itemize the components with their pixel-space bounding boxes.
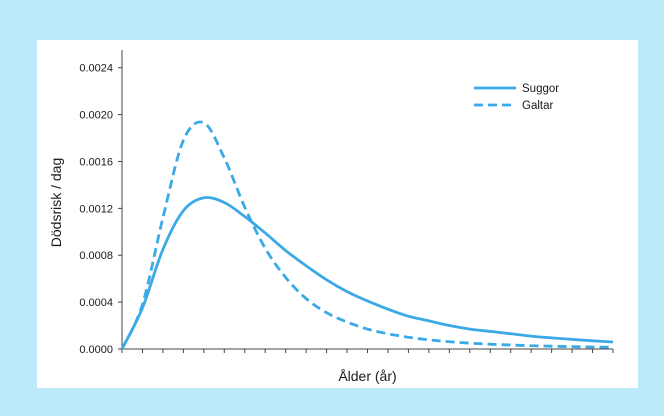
x-axis-label: Ålder (år) bbox=[338, 368, 396, 384]
chart-svg: 0.0000 0.0004 0.0008 0.0012 0.0016 0.0020 0.00… bbox=[48, 50, 614, 384]
y-tick-label: 0.0012 bbox=[79, 203, 113, 215]
series-lines bbox=[120, 120, 614, 350]
y-tick-label: 0.0004 bbox=[79, 297, 113, 309]
legend-label-galtar: Galtar bbox=[522, 100, 553, 112]
chart-panel: 0.0000 0.0004 0.0008 0.0012 0.0016 0.0020 0.00… bbox=[37, 40, 638, 388]
y-axis-label: Dödsrisk / dag bbox=[48, 158, 64, 247]
series-line-galtar bbox=[120, 120, 614, 350]
x-ticks bbox=[121, 349, 614, 353]
y-tick-label: 0.0008 bbox=[79, 250, 113, 262]
y-tick-label: 0.0020 bbox=[79, 110, 113, 122]
y-tick-label: 0.0024 bbox=[79, 63, 113, 75]
series-line-suggor bbox=[120, 196, 614, 350]
y-tick-label: 0.0000 bbox=[79, 344, 113, 356]
y-ticks: 0.0000 0.0004 0.0008 0.0012 0.0016 0.0020 0.00… bbox=[79, 63, 122, 356]
legend-label-suggor: Suggor bbox=[522, 83, 559, 95]
legend: Suggor Galtar bbox=[474, 83, 559, 112]
y-tick-label: 0.0016 bbox=[79, 156, 113, 168]
